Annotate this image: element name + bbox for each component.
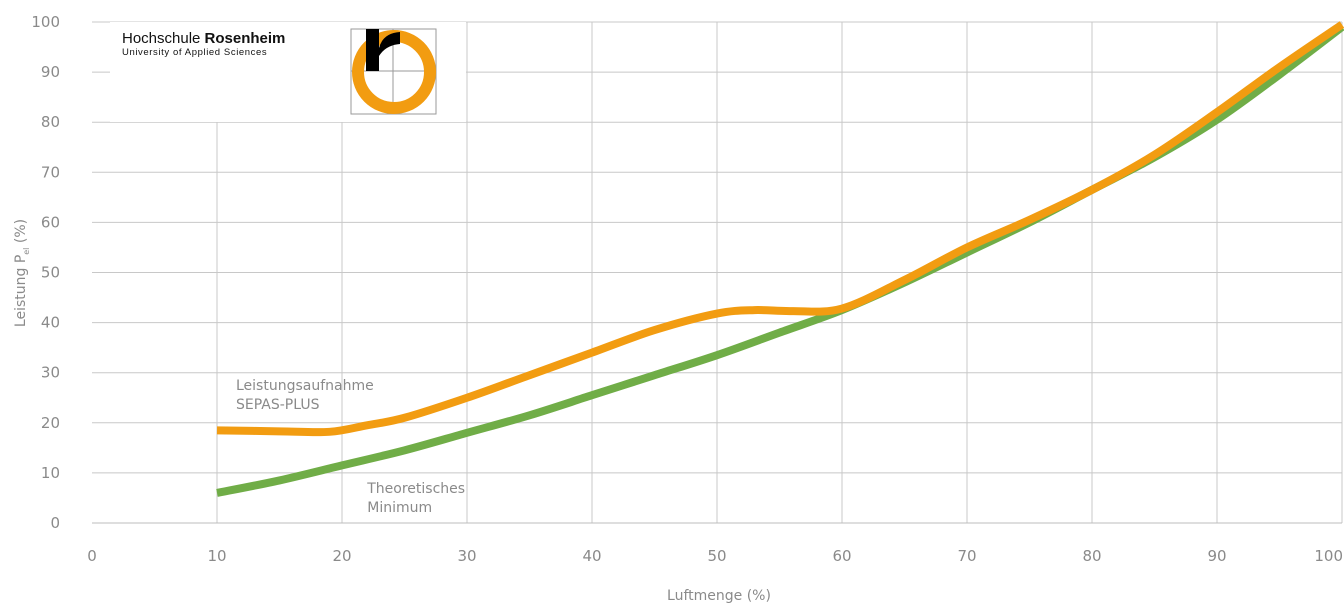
series-lines xyxy=(216,21,1344,497)
y-axis-ticks: 0 10 20 30 40 50 60 70 80 90 100 xyxy=(31,13,60,532)
y-axis-label-unit: (%) xyxy=(13,219,29,248)
y-tick-label: 90 xyxy=(41,63,60,81)
x-tick-label: 60 xyxy=(832,547,851,565)
logo-name-bold: Rosenheim xyxy=(205,30,286,47)
logo-mark xyxy=(350,28,437,115)
y-tick-label: 60 xyxy=(41,213,60,231)
annotation-1: Leistungsaufnahme SEPAS-PLUS xyxy=(236,378,374,413)
x-tick-label: 80 xyxy=(1082,547,1101,565)
y-tick-label: 80 xyxy=(41,113,60,131)
x-tick-label: 100 xyxy=(1314,547,1343,565)
logo-name-regular: Hochschule xyxy=(122,30,205,47)
logo-letter-r-arm xyxy=(379,32,400,56)
y-tick-label: 20 xyxy=(41,414,60,432)
y-axis-label: Leistung Pel (%) xyxy=(13,219,31,327)
x-tick-label: 70 xyxy=(957,547,976,565)
x-tick-label: 10 xyxy=(207,547,226,565)
y-axis-label-main: Leistung P xyxy=(13,255,29,327)
y-tick-label: 100 xyxy=(31,13,60,31)
y-tick-label: 10 xyxy=(41,464,60,482)
y-tick-label: 30 xyxy=(41,364,60,382)
annotation-2: Theoretisches Minimum xyxy=(366,481,465,516)
university-logo: Hochschule Rosenheim University of Appli… xyxy=(110,22,466,122)
y-tick-label: 40 xyxy=(41,314,60,332)
x-axis-label: Luftmenge (%) xyxy=(667,588,771,604)
x-tick-label: 30 xyxy=(457,547,476,565)
logo-name: Hochschule Rosenheim xyxy=(122,30,285,47)
series-line-2 xyxy=(216,21,1344,437)
annotations: Leistungsaufnahme SEPAS-PLUS Theoretisches… xyxy=(236,378,465,516)
logo-letter-r-stem xyxy=(366,29,379,71)
x-tick-label: 0 xyxy=(87,547,97,565)
y-axis-label-subscript: el xyxy=(22,248,31,255)
x-tick-label: 90 xyxy=(1207,547,1226,565)
x-axis-ticks: 0 10 20 30 40 50 60 70 80 90 100 xyxy=(87,547,1343,565)
x-tick-label: 20 xyxy=(332,547,351,565)
logo-tagline: University of Applied Sciences xyxy=(122,47,267,58)
y-tick-label: 0 xyxy=(50,514,60,532)
x-tick-label: 40 xyxy=(582,547,601,565)
y-tick-label: 70 xyxy=(41,163,60,181)
x-tick-label: 50 xyxy=(707,547,726,565)
y-tick-label: 50 xyxy=(41,264,60,282)
